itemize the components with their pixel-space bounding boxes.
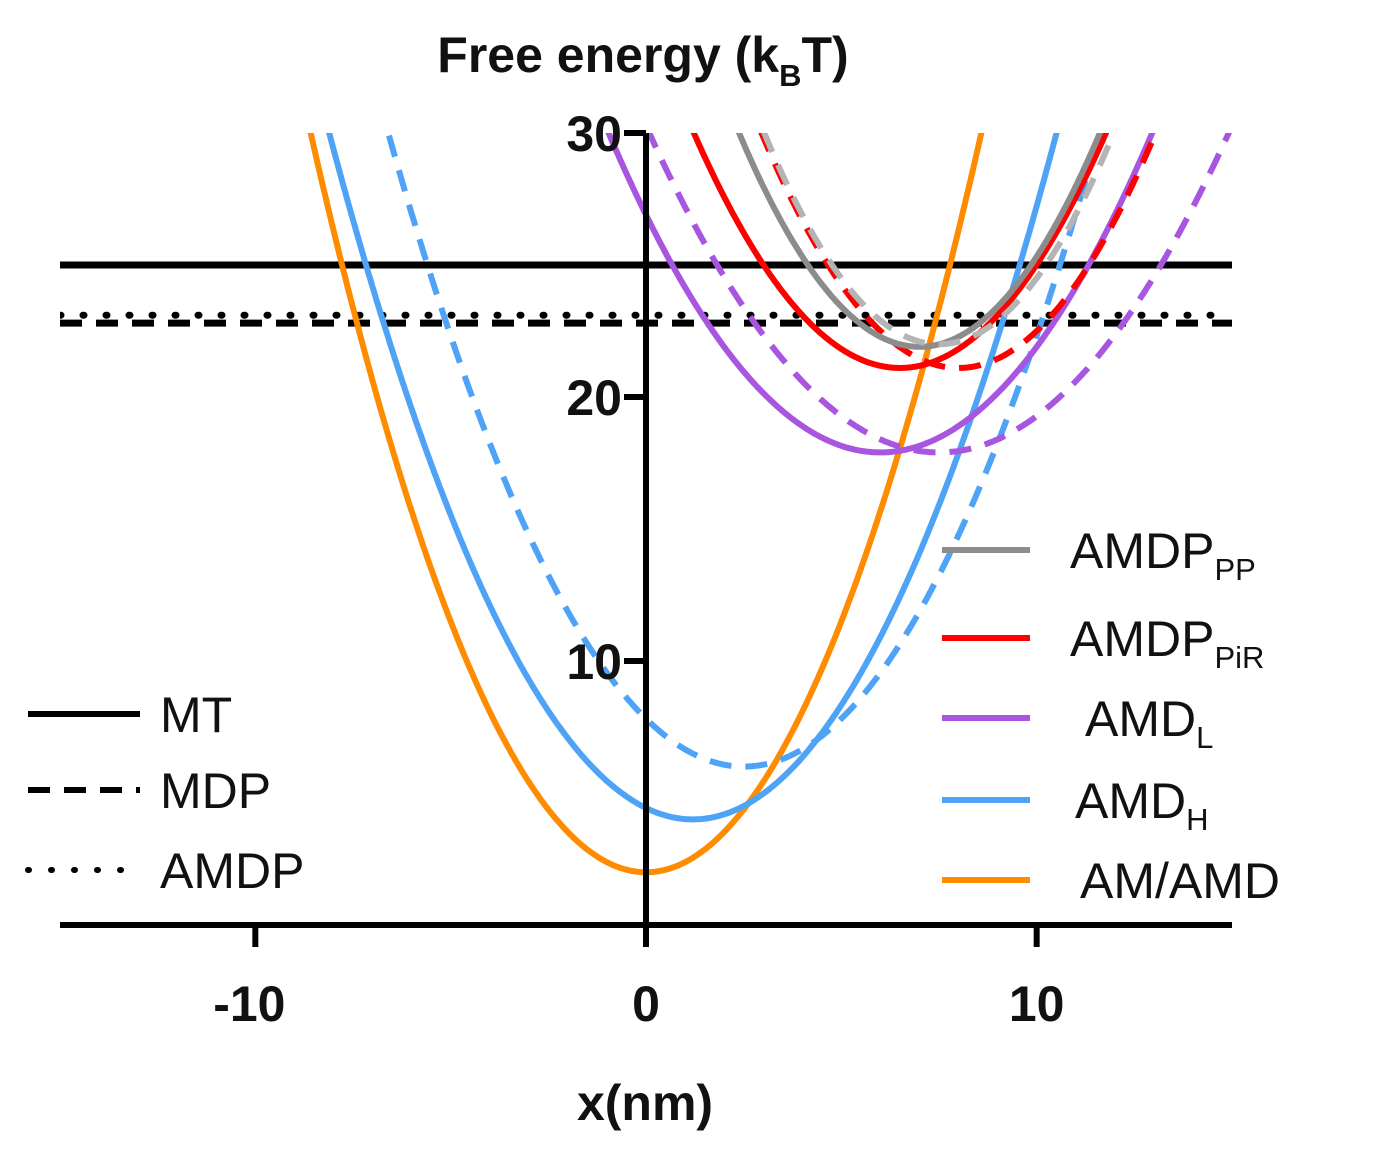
legend-label-amdp-pir: AMDPPiR (1070, 611, 1264, 675)
series-amd-h (326, 133, 1060, 823)
x-tick-labels: -10 0 10 (213, 976, 1064, 1032)
left-legend: MT MDP AMDP (25, 687, 304, 899)
legend-label-amd-l: AMDL (1085, 691, 1213, 755)
series-amdp-pir-dashed (758, 133, 1159, 372)
series-amdp-pir (690, 133, 1110, 372)
legend-label-am-amd: AM/AMD (1080, 853, 1280, 909)
legend-label-amdp: AMDP (160, 843, 304, 899)
x-tick-label-10: 10 (1009, 976, 1065, 1032)
legend-label-mdp: MDP (160, 763, 271, 819)
series-amdp-pp (735, 133, 1104, 350)
axes-layer (60, 130, 1232, 947)
x-tick-label-0: 0 (632, 976, 660, 1032)
series-amd-l (605, 133, 1156, 456)
y-tick-label-30: 30 (566, 106, 622, 162)
chart-title: Free energy (kBT) (437, 27, 848, 93)
series-amd-l-dashed (646, 133, 1232, 456)
y-tick-label-10: 10 (566, 634, 622, 690)
x-axis-label: x(nm) (577, 1075, 713, 1131)
right-legend: AMDPPP AMDPPiR AMDL AMDH AM/AMD (942, 523, 1280, 909)
legend-label-amd-h: AMDH (1075, 773, 1209, 837)
legend-label-mt: MT (160, 687, 232, 743)
x-tick-label-neg10: -10 (213, 976, 285, 1032)
series-amdp-pp-dashed (761, 133, 1117, 348)
y-tick-label-20: 20 (566, 370, 622, 426)
legend-label-amdp-pp: AMDPPP (1070, 523, 1256, 587)
y-tick-labels: 10 20 30 (566, 106, 622, 690)
